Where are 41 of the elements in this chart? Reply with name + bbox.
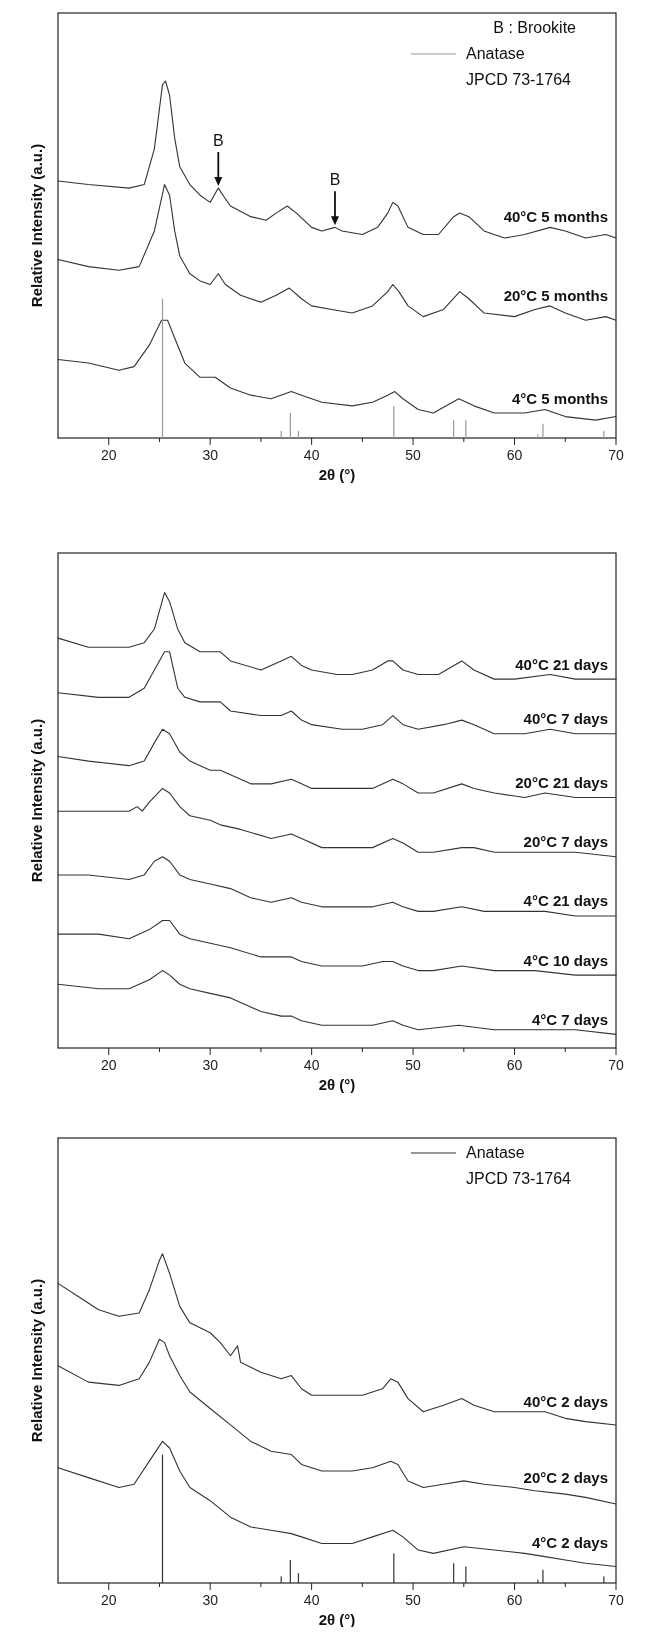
x-tick-label: 50 [405, 1592, 422, 1608]
y-axis-title: Relative Intensity (a.u.) [28, 143, 45, 308]
x-axis-title: 2θ (°) [318, 1076, 356, 1093]
series-label: 20°C 21 days [515, 773, 608, 791]
series-label: 4°C 5 months [511, 390, 608, 408]
text: B : Brookite [493, 19, 577, 36]
series-label: 20°C 5 months [503, 286, 608, 304]
x-tick-label: 40 [303, 447, 320, 463]
x-axis-title: 2θ (°) [318, 466, 356, 483]
series-label: 20°C 7 days [523, 833, 608, 851]
annotation: B [329, 171, 341, 189]
x-tick-label: 50 [405, 447, 422, 463]
series-label: 40°C 21 days [515, 655, 608, 673]
series-label: 4°C 7 days [531, 1010, 608, 1028]
series-label: 4°C 10 days [523, 951, 608, 969]
x-tick-label: 30 [202, 1592, 219, 1608]
x-tick-label: 60 [506, 1057, 523, 1073]
x-tick-label: 30 [202, 447, 219, 463]
legend-label: Anatase JPCD 73-1764 [466, 1144, 572, 1187]
x-tick-label: 40 [303, 1057, 320, 1073]
x-tick-label: 70 [608, 1057, 624, 1073]
x-tick-label: 20 [100, 1057, 117, 1073]
series-label: 4°C 2 days [531, 1534, 608, 1552]
x-tick-label: 50 [405, 1057, 422, 1073]
x-tick-label: 20 [100, 1592, 117, 1608]
x-tick-label: 20 [100, 447, 117, 463]
x-tick-label: 60 [506, 447, 523, 463]
series-label: 40°C 5 months [503, 208, 608, 226]
y-axis-title: Relative Intensity (a.u.) [28, 1278, 45, 1443]
x-tick-label: 60 [506, 1592, 523, 1608]
annotation: B [212, 132, 224, 150]
series-label: 40°C 7 days [523, 710, 608, 728]
legend-label: Anatase JPCD 73-1764 [466, 45, 572, 88]
x-tick-label: 30 [202, 1057, 219, 1073]
x-tick-label: 40 [303, 1592, 320, 1608]
series-label: 20°C 2 days [523, 1468, 608, 1486]
y-axis-title: Relative Intensity (a.u.) [28, 718, 45, 883]
x-tick-label: 70 [608, 1592, 624, 1608]
x-tick-label: 70 [608, 447, 624, 463]
series-label: 40°C 2 days [523, 1392, 608, 1410]
series-label: 4°C 21 days [523, 892, 608, 910]
